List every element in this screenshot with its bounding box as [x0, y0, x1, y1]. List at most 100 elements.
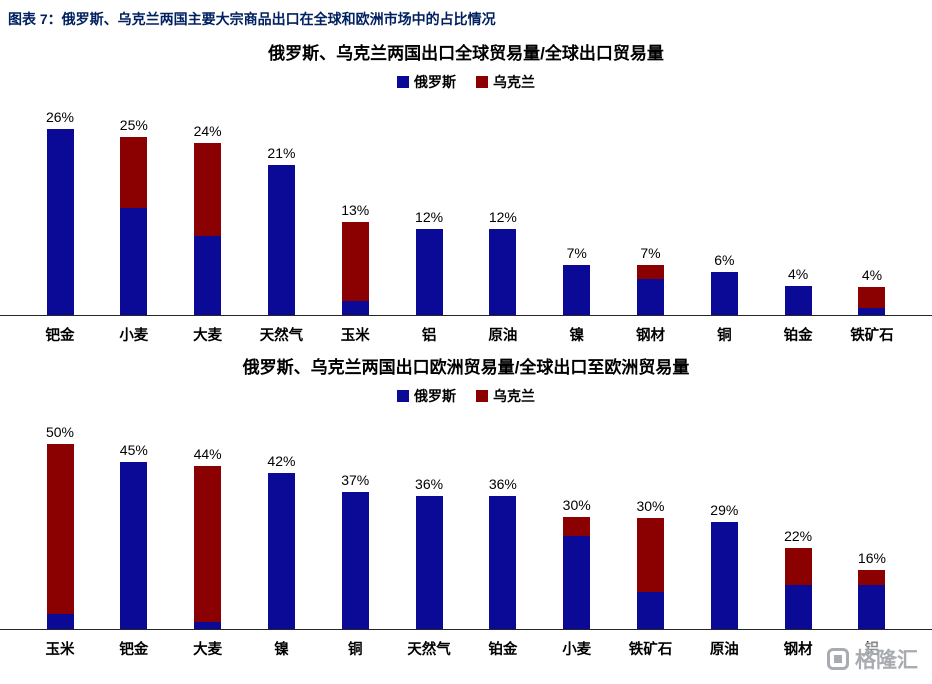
stacked-bar: [415, 229, 443, 315]
bar-column: 21%: [245, 145, 317, 315]
stacked-bar: [267, 165, 295, 315]
legend-item-ukraine: 乌克兰: [476, 72, 535, 92]
bar-segment-ukraine: [858, 570, 886, 585]
bar-column: 13%: [319, 202, 391, 315]
bar-segment-russia: [710, 272, 738, 315]
bar-segment-russia: [489, 229, 517, 315]
bar-segment-russia: [784, 585, 812, 629]
watermark: 格隆汇: [823, 642, 922, 676]
category-label: 大麦: [193, 642, 223, 658]
bar-segment-ukraine: [563, 517, 591, 536]
bar-value-label: 30%: [636, 498, 665, 514]
stacked-bar: [415, 496, 443, 629]
category-label: 铂金: [488, 642, 518, 658]
bar-column: 24%: [172, 123, 244, 315]
chart-legend: 俄罗斯 乌克兰: [0, 386, 932, 406]
bar-column: 16%: [836, 550, 908, 629]
chart-plot: 26% 25% 24% 21% 13% 12% 12% 7% 7% 6% 4% 4%: [0, 102, 932, 316]
bar-segment-russia: [858, 308, 886, 315]
bar-column: 44%: [172, 446, 244, 629]
bar-value-label: 29%: [710, 502, 739, 518]
category-labels-row: 玉米钯金大麦镍铜天然气铂金小麦铁矿石原油钢材铝: [0, 638, 932, 659]
category-label: 钢材: [783, 642, 813, 658]
bar-segment-russia: [194, 622, 222, 629]
bar-segment-russia: [415, 229, 443, 315]
bar-segment-ukraine: [637, 265, 664, 279]
bar-segment-ukraine: [637, 518, 664, 592]
chart-title: 俄罗斯、乌克兰两国出口全球贸易量/全球出口贸易量: [268, 44, 664, 63]
chart-legend: 俄罗斯 乌克兰: [0, 72, 932, 92]
stacked-bar: [784, 286, 812, 315]
bar-column: 12%: [467, 209, 539, 315]
stacked-bar: [637, 518, 664, 629]
bar-segment-russia: [46, 129, 74, 315]
stacked-bar: [120, 462, 148, 629]
stacked-bar: [267, 473, 295, 629]
bar-segment-russia: [858, 585, 886, 629]
bar-column: 36%: [393, 476, 465, 629]
stacked-bar: [489, 496, 517, 629]
bar-segment-russia: [784, 286, 812, 315]
bar-segment-russia: [637, 592, 664, 629]
bar-column: 7%: [615, 245, 687, 315]
bar-column: 12%: [393, 209, 465, 315]
category-label: 铁矿石: [850, 328, 894, 344]
bar-segment-russia: [563, 536, 591, 629]
bar-column: 4%: [762, 266, 834, 315]
bar-segment-ukraine: [120, 137, 148, 208]
bar-column: 4%: [836, 267, 908, 315]
category-label: 天然气: [407, 642, 451, 658]
legend-label: 俄罗斯: [414, 388, 456, 404]
figure-caption: 图表 7：俄罗斯、乌克兰两国主要大宗商品出口在全球和欧洲市场中的占比情况: [8, 11, 496, 27]
bar-segment-russia: [637, 279, 664, 315]
category-label: 镍: [569, 328, 584, 344]
bar-value-label: 6%: [714, 252, 735, 268]
bar-value-label: 7%: [566, 245, 587, 261]
bar-column: 25%: [98, 117, 170, 315]
figure-page: 图表 7：俄罗斯、乌克兰两国主要大宗商品出口在全球和欧洲市场中的占比情况 俄罗斯…: [0, 11, 932, 672]
chart-global-share: 俄罗斯、乌克兰两国出口全球贸易量/全球出口贸易量 俄罗斯 乌克兰 26% 25% 24…: [0, 39, 932, 345]
category-label: 小麦: [119, 328, 149, 344]
category-label: 大麦: [193, 328, 223, 344]
legend-label: 俄罗斯: [414, 74, 456, 90]
stacked-bar: [637, 265, 664, 315]
chart-europe-share: 俄罗斯、乌克兰两国出口欧洲贸易量/全球出口至欧洲贸易量 俄罗斯 乌克兰 50% 45…: [0, 353, 932, 659]
chart-title: 俄罗斯、乌克兰两国出口欧洲贸易量/全球出口至欧洲贸易量: [242, 358, 690, 377]
stacked-bar: [858, 570, 886, 629]
bar-segment-ukraine: [858, 287, 886, 308]
stacked-bar: [46, 129, 74, 315]
category-label: 镍: [274, 642, 289, 658]
bar-value-label: 4%: [788, 266, 809, 282]
bar-column: 6%: [688, 252, 760, 315]
legend-swatch: [397, 390, 409, 402]
bar-value-label: 7%: [640, 245, 661, 261]
bar-segment-russia: [415, 496, 443, 629]
stacked-bar: [194, 466, 222, 629]
bar-value-label: 22%: [784, 528, 813, 544]
bar-value-label: 42%: [267, 453, 296, 469]
bar-column: 36%: [467, 476, 539, 629]
bar-column: 29%: [688, 502, 760, 629]
category-label: 原油: [488, 328, 518, 344]
bar-column: 7%: [541, 245, 613, 315]
category-label: 铝: [421, 328, 437, 344]
category-label: 原油: [709, 642, 739, 658]
bar-value-label: 4%: [861, 267, 883, 283]
stacked-bar: [563, 265, 591, 315]
bar-value-label: 30%: [562, 497, 591, 513]
bar-segment-ukraine: [194, 466, 222, 622]
bar-value-label: 50%: [45, 424, 75, 440]
stacked-bar: [710, 522, 738, 629]
stacked-bar: [858, 287, 886, 315]
bar-column: 42%: [245, 453, 317, 629]
watermark-text: 格隆汇: [855, 649, 918, 672]
category-label: 铜: [717, 328, 732, 344]
category-labels-row: 钯金 小麦 大麦 天然气 玉米 铝 原油 镍 钢材 铜 铂金 铁矿石: [0, 324, 932, 345]
legend-swatch: [476, 390, 488, 402]
bar-segment-russia: [489, 496, 517, 629]
category-label: 钢材: [636, 328, 665, 344]
bar-segment-russia: [267, 165, 295, 315]
bar-value-label: 25%: [119, 117, 148, 133]
category-label: 玉米: [340, 328, 370, 344]
legend-item-russia: 俄罗斯: [397, 72, 456, 92]
